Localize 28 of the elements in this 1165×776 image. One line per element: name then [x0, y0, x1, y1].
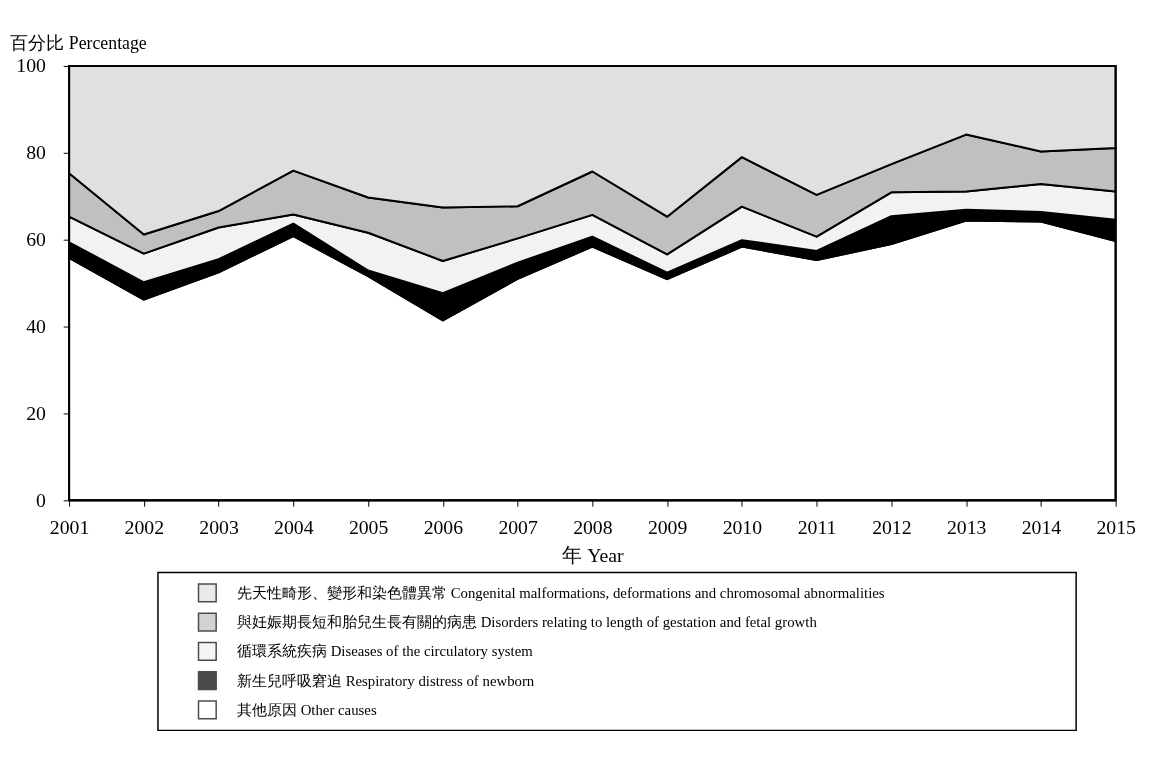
- x-tick-label: 2013: [946, 516, 987, 539]
- x-tick-label: 2012: [872, 516, 912, 539]
- x-tick-label: 2007: [498, 516, 538, 539]
- x-tick-label: 2010: [722, 516, 763, 539]
- x-tick-label: 2009: [647, 516, 688, 539]
- y-tick-label: 80: [26, 141, 47, 164]
- legend-label: 其他原因 Other causes: [236, 701, 377, 718]
- x-tick-label: 2002: [124, 516, 165, 539]
- x-tick-label: 2003: [199, 516, 239, 539]
- legend-label: 新生兒呼吸窘迫 Respiratory distress of newborn: [236, 672, 535, 689]
- y-tick-label: 0: [36, 488, 47, 511]
- y-tick-label: 20: [26, 401, 47, 424]
- x-tick-label: 2014: [1021, 516, 1062, 539]
- legend-label: 先天性畸形、變形和染色體異常 Congenital malformations, deformations and chromosomal abnormalities: [236, 584, 885, 601]
- y-tick-label: 60: [26, 228, 47, 251]
- x-tick-label: 2015: [1096, 516, 1136, 539]
- y-tick-label: 40: [26, 314, 47, 337]
- x-tick-label: 2004: [274, 516, 314, 539]
- legend-label: 循環系統疾病 Diseases of the circulatory system: [236, 643, 534, 660]
- x-tick-label: 2005: [348, 516, 389, 539]
- x-tick-label: 2011: [797, 516, 837, 539]
- x-tick-label: 2001: [49, 516, 90, 539]
- x-axis-title: 年 Year: [562, 544, 624, 567]
- x-tick-label: 2006: [423, 516, 464, 539]
- y-axis-title: 百分比 Percentage: [10, 32, 147, 53]
- legend-label: 與妊娠期長短和胎兒生長有關的病患 Disorders relating to length of gestation and fetal growth: [236, 614, 818, 631]
- x-tick-label: 2008: [573, 516, 613, 539]
- y-tick-label: 100: [16, 54, 47, 77]
